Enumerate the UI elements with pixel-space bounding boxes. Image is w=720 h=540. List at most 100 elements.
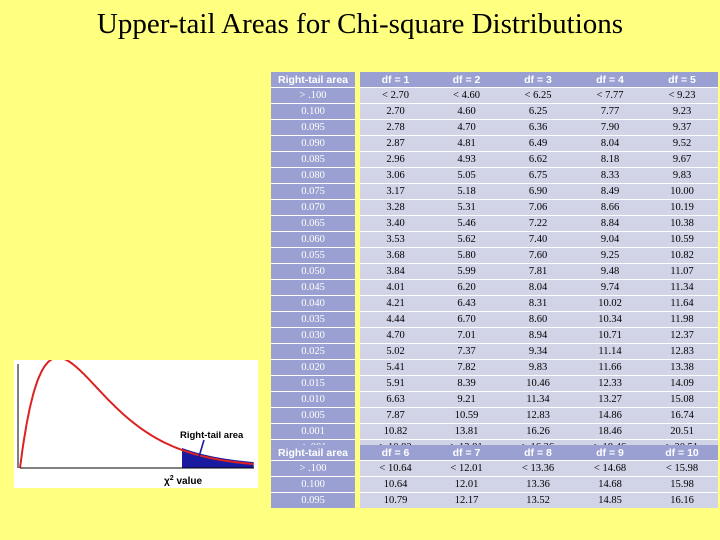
critical-value-cell: 8.39 (431, 375, 502, 392)
critical-value-cell: 10.34 (574, 311, 646, 328)
critical-value-cell: < 9.23 (646, 87, 718, 104)
critical-value-cell: 6.90 (502, 183, 574, 200)
critical-value-cell: 6.70 (431, 311, 502, 328)
tail-area-cell: 0.010 (271, 391, 355, 408)
critical-value-cell: 10.59 (646, 231, 718, 248)
column-gap (355, 460, 360, 477)
critical-value-cell: 7.06 (502, 199, 574, 216)
critical-value-cell: 11.34 (502, 391, 574, 408)
table-row: 0.065 3.40 5.46 7.22 8.84 10.38 (271, 215, 718, 232)
critical-value-cell: 16.26 (502, 423, 574, 440)
tail-area-cell: 0.075 (271, 183, 355, 200)
column-gap (355, 263, 360, 280)
critical-value-cell: < 13.36 (502, 460, 574, 477)
critical-value-cell: 7.77 (574, 103, 646, 120)
column-gap (355, 279, 360, 296)
critical-value-cell: 8.33 (574, 167, 646, 184)
chi-square-value-label: χ2 value (164, 475, 202, 487)
column-gap (355, 231, 360, 248)
critical-value-cell: 10.64 (360, 476, 431, 493)
critical-value-cell: 14.68 (574, 476, 646, 493)
critical-value-cell: 9.74 (574, 279, 646, 296)
critical-value-cell: 10.71 (574, 327, 646, 344)
critical-value-cell: 3.53 (360, 231, 431, 248)
tail-area-cell: 0.095 (271, 492, 355, 508)
table-row: > .100 < 2.70 < 4.60 < 6.25 < 7.77 < 9.23 (271, 87, 718, 104)
page-title: Upper-tail Areas for Chi-square Distribu… (96, 8, 624, 40)
tail-area-cell: 0.001 (271, 423, 355, 440)
critical-value-cell: 10.82 (360, 423, 431, 440)
critical-value-cell: 5.18 (431, 183, 502, 200)
critical-value-cell: 4.81 (431, 135, 502, 152)
column-gap (355, 215, 360, 232)
tail-area-cell: > .100 (271, 87, 355, 104)
critical-value-cell: 4.93 (431, 151, 502, 168)
tail-area-cell: 0.060 (271, 231, 355, 248)
critical-value-cell: 7.40 (502, 231, 574, 248)
critical-value-cell: 10.46 (502, 375, 574, 392)
critical-value-cell: 3.28 (360, 199, 431, 216)
table-row: 0.020 5.41 7.82 9.83 11.66 13.38 (271, 359, 718, 376)
critical-value-cell: 3.17 (360, 183, 431, 200)
tail-area-cell: 0.065 (271, 215, 355, 232)
critical-value-cell: 12.83 (502, 407, 574, 424)
column-gap (355, 359, 360, 376)
critical-value-cell: < 7.77 (574, 87, 646, 104)
header-df: df = 2 (431, 72, 502, 88)
critical-value-cell: 12.17 (431, 492, 502, 508)
header-df: df = 5 (646, 72, 718, 88)
critical-value-cell: 13.36 (502, 476, 574, 493)
table-row: 0.075 3.17 5.18 6.90 8.49 10.00 (271, 183, 718, 200)
column-gap (355, 445, 360, 461)
table-row: 0.050 3.84 5.99 7.81 9.48 11.07 (271, 263, 718, 280)
critical-value-cell: 9.23 (646, 103, 718, 120)
critical-value-cell: 2.70 (360, 103, 431, 120)
header-df: df = 3 (502, 72, 574, 88)
column-gap (355, 135, 360, 152)
arrow-icon (197, 439, 205, 461)
critical-value-cell: 8.18 (574, 151, 646, 168)
critical-value-cell: 9.04 (574, 231, 646, 248)
chi-square-density-curve (19, 360, 254, 469)
column-gap (355, 119, 360, 136)
critical-value-cell: 4.70 (431, 119, 502, 136)
critical-value-cell: 16.74 (646, 407, 718, 424)
critical-value-cell: 6.36 (502, 119, 574, 136)
table-row: 0.055 3.68 5.80 7.60 9.25 10.82 (271, 247, 718, 264)
critical-value-cell: 13.38 (646, 359, 718, 376)
tail-area-cell: 0.050 (271, 263, 355, 280)
critical-value-cell: < 12.01 (431, 460, 502, 477)
chi-square-density-figure: Right-tail area χ2 value (14, 360, 258, 488)
tail-area-cell: > .100 (271, 460, 355, 477)
critical-value-cell: 5.31 (431, 199, 502, 216)
column-gap (355, 391, 360, 408)
column-gap (355, 407, 360, 424)
tail-area-cell: 0.015 (271, 375, 355, 392)
tail-area-cell: 0.095 (271, 119, 355, 136)
critical-value-cell: 10.38 (646, 215, 718, 232)
critical-value-cell: 10.02 (574, 295, 646, 312)
critical-value-cell: 11.14 (574, 343, 646, 360)
critical-value-cell: 9.21 (431, 391, 502, 408)
column-gap (355, 343, 360, 360)
critical-value-cell: 8.84 (574, 215, 646, 232)
critical-value-cell: 3.84 (360, 263, 431, 280)
critical-value-cell: < 6.25 (502, 87, 574, 104)
critical-value-cell: 13.27 (574, 391, 646, 408)
critical-value-cell: 14.85 (574, 492, 646, 508)
tail-area-cell: 0.040 (271, 295, 355, 312)
critical-value-cell: 7.90 (574, 119, 646, 136)
critical-value-cell: 2.78 (360, 119, 431, 136)
critical-value-cell: 5.02 (360, 343, 431, 360)
critical-value-cell: 5.05 (431, 167, 502, 184)
critical-value-cell: 6.49 (502, 135, 574, 152)
table-row: 0.030 4.70 7.01 8.94 10.71 12.37 (271, 327, 718, 344)
density-plot: Right-tail area χ2 value (17, 360, 254, 487)
table-row: > .100 < 10.64 < 12.01 < 13.36 < 14.68 < 15.9… (271, 460, 718, 477)
right-tail-area-label: Right-tail area (180, 430, 244, 441)
table-row: 0.070 3.28 5.31 7.06 8.66 10.19 (271, 199, 718, 216)
critical-value-cell: 6.43 (431, 295, 502, 312)
